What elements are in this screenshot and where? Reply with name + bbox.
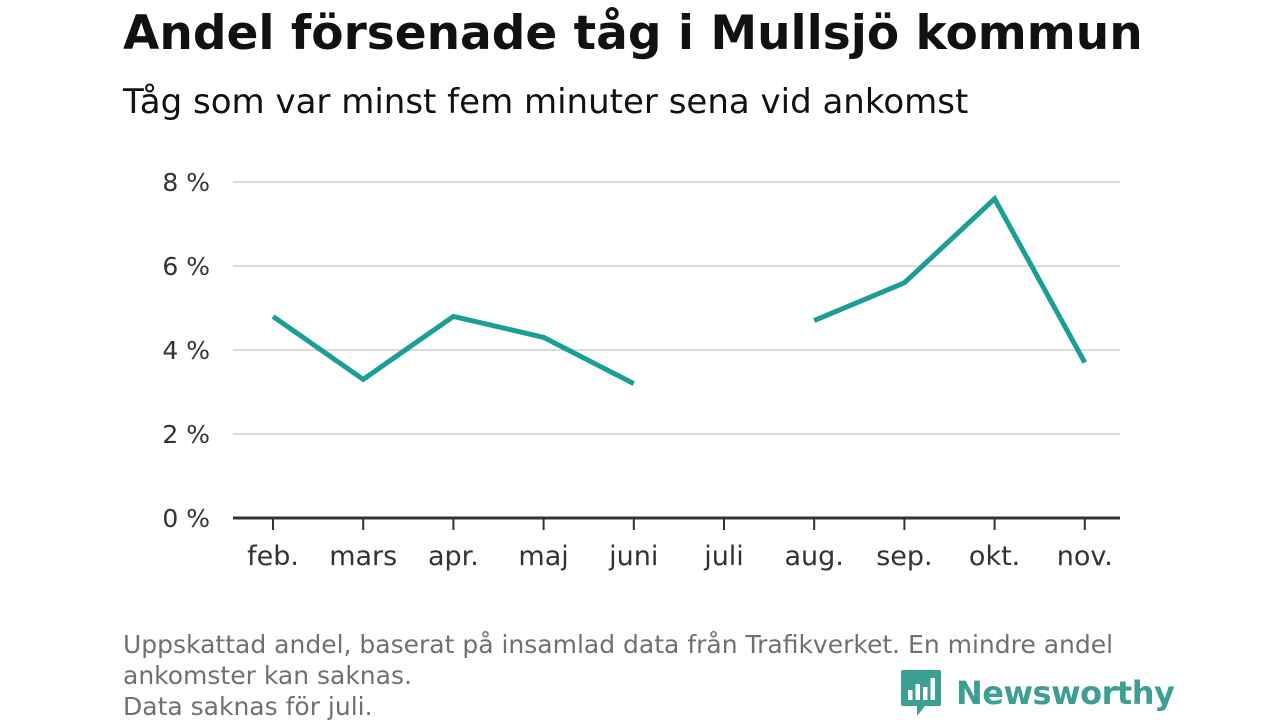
x-tick-label: mars	[329, 541, 397, 572]
y-tick-label: 6 %	[162, 252, 210, 281]
series-line-segment	[813, 194, 1087, 364]
y-tick-label: 8 %	[162, 168, 210, 197]
brand-name: Newsworthy	[956, 674, 1175, 712]
newsworthy-logo-icon	[901, 670, 941, 716]
gridlines	[233, 181, 1120, 435]
x-axis-ticks: feb. mars apr. maj juni juli aug. sep. okt. nov.	[247, 518, 1113, 572]
x-tick-label: sep.	[876, 541, 932, 572]
x-tick-label: maj	[518, 541, 568, 572]
footnote-line-3: Data saknas för juli.	[123, 692, 373, 721]
x-tick-label: juli	[703, 541, 744, 572]
footnote-line-2: ankomster kan saknas.	[123, 661, 412, 690]
x-tick-label: aug.	[785, 541, 844, 572]
y-axis-ticks: 0 % 2 % 4 % 6 % 8 %	[162, 168, 210, 533]
y-tick-label: 2 %	[162, 420, 210, 449]
y-tick-label: 4 %	[162, 336, 210, 365]
chart-title: Andel försenade tåg i Mullsjö kommun	[123, 6, 1143, 61]
series-lines	[271, 194, 1087, 386]
footnote-line-1: Uppskattad andel, baserat på insamlad da…	[123, 630, 1114, 659]
x-tick-label: okt.	[969, 541, 1020, 572]
y-tick-label: 0 %	[162, 504, 210, 533]
brand-logo: Newsworthy	[900, 668, 1175, 718]
chart-subtitle: Tåg som var minst fem minuter sena vid a…	[123, 82, 969, 122]
line-chart: 0 % 2 % 4 % 6 % 8 % feb. mars apr. maj juni juli a…	[162, 168, 1120, 572]
x-tick-label: feb.	[247, 541, 299, 572]
x-tick-label: juni	[608, 541, 658, 572]
series-line-segment	[271, 313, 635, 386]
chart-footnote: Uppskattad andel, baserat på insamlad da…	[123, 629, 1163, 722]
x-tick-label: apr.	[428, 541, 479, 572]
x-tick-label: nov.	[1057, 541, 1113, 572]
